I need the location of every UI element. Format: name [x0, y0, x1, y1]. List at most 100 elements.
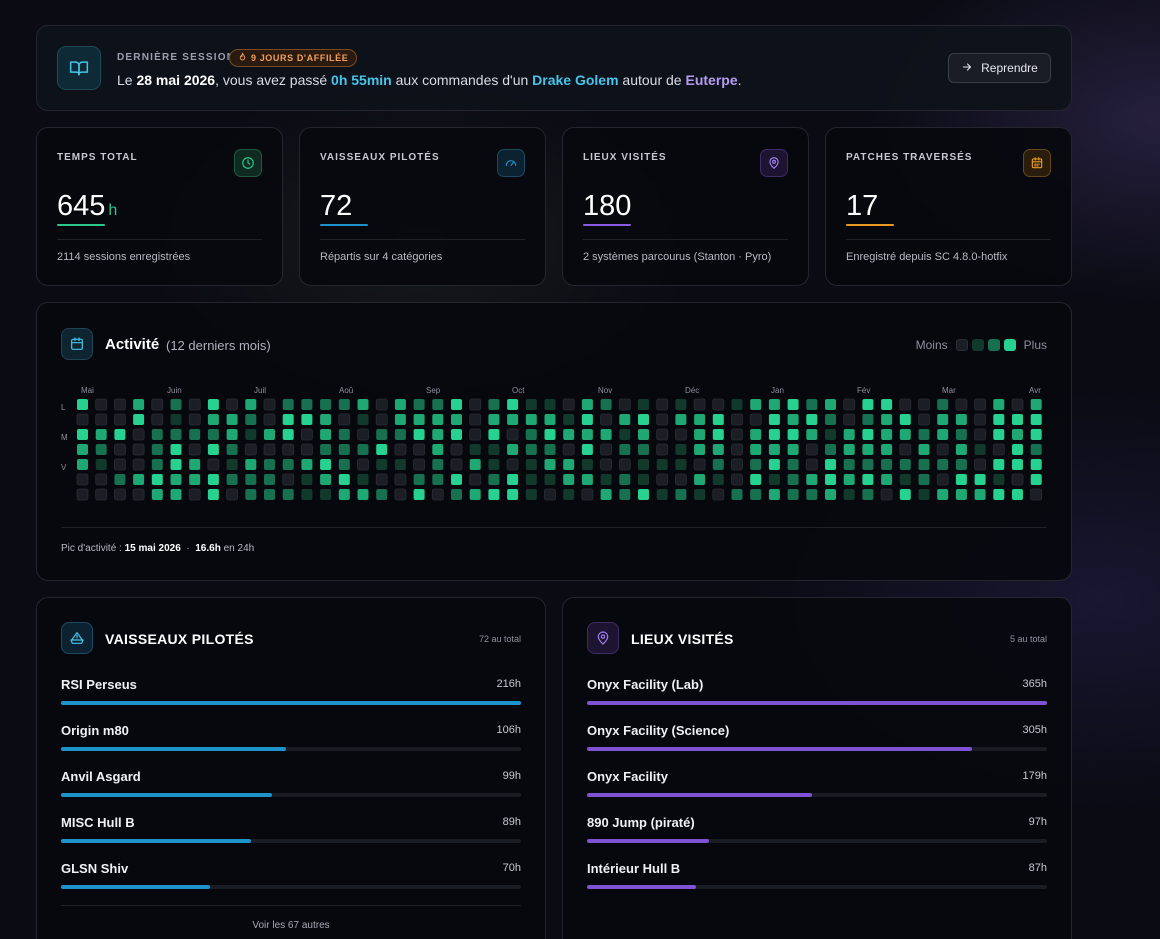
heatmap-cell[interactable] [918, 444, 930, 455]
heatmap-cell[interactable] [320, 399, 332, 410]
heatmap-cell[interactable] [918, 398, 930, 411]
heatmap-cell[interactable] [1012, 414, 1023, 425]
heatmap-cell[interactable] [469, 459, 481, 470]
heatmap-cell[interactable] [862, 414, 874, 425]
heatmap-cell[interactable] [338, 413, 351, 426]
heatmap-cell[interactable] [768, 489, 780, 500]
heatmap-cell[interactable] [320, 414, 332, 425]
heatmap-cell[interactable] [825, 399, 836, 410]
heatmap-cell[interactable] [282, 443, 295, 456]
heatmap-cell[interactable] [114, 443, 126, 456]
heatmap-cell[interactable] [600, 399, 612, 410]
heatmap-cell[interactable] [619, 489, 631, 500]
heatmap-cell[interactable] [413, 414, 425, 425]
heatmap-cell[interactable] [300, 443, 313, 456]
heatmap-cell[interactable] [787, 399, 799, 410]
heatmap-cell[interactable] [1030, 399, 1042, 410]
heatmap-cell[interactable] [469, 473, 482, 486]
heatmap-cell[interactable] [114, 429, 126, 440]
heatmap-cell[interactable] [376, 444, 388, 455]
heatmap-cell[interactable] [95, 413, 108, 426]
heatmap-cell[interactable] [450, 458, 463, 471]
heatmap-cell[interactable] [170, 459, 182, 470]
heatmap-cell[interactable] [1030, 474, 1042, 485]
heatmap-cell[interactable] [899, 459, 911, 470]
ship-row[interactable]: MISC Hull B 89h [61, 815, 521, 855]
heatmap-cell[interactable] [132, 428, 145, 441]
heatmap-cell[interactable] [600, 413, 612, 426]
heatmap-cell[interactable] [694, 414, 706, 425]
heatmap-cell[interactable] [95, 459, 107, 470]
heatmap-cell[interactable] [974, 458, 986, 471]
heatmap-cell[interactable] [881, 429, 893, 440]
heatmap-cell[interactable] [264, 429, 275, 440]
heatmap-cell[interactable] [712, 488, 725, 501]
heatmap-cell[interactable] [432, 414, 444, 425]
heatmap-cell[interactable] [525, 474, 537, 485]
heatmap-cell[interactable] [451, 429, 462, 440]
heatmap-cell[interactable] [338, 429, 350, 440]
ship-row[interactable]: GLSN Shiv 70h [61, 861, 521, 901]
heatmap-cell[interactable] [544, 488, 556, 501]
heatmap-cell[interactable] [581, 444, 593, 455]
heatmap-cell[interactable] [188, 443, 201, 456]
heatmap-cell[interactable] [432, 474, 444, 485]
heatmap-cell[interactable] [862, 489, 874, 500]
heatmap-cell[interactable] [376, 489, 388, 500]
heatmap-cell[interactable] [675, 489, 687, 500]
heatmap-cell[interactable] [207, 399, 219, 410]
heatmap-cell[interactable] [263, 443, 276, 456]
heatmap-cell[interactable] [825, 474, 836, 485]
heatmap-cell[interactable] [301, 489, 313, 500]
heatmap-cell[interactable] [207, 429, 219, 440]
heatmap-cell[interactable] [712, 414, 724, 425]
heatmap-cell[interactable] [881, 414, 893, 425]
heatmap-cell[interactable] [787, 489, 799, 500]
heatmap-cell[interactable] [806, 429, 818, 440]
heatmap-cell[interactable] [992, 443, 1005, 456]
heatmap-cell[interactable] [469, 398, 482, 411]
heatmap-cell[interactable] [993, 429, 1005, 440]
heatmap-cell[interactable] [619, 444, 631, 455]
heatmap-cell[interactable] [114, 458, 126, 471]
heatmap-cell[interactable] [114, 488, 126, 501]
heatmap-cell[interactable] [955, 429, 967, 440]
heatmap-cell[interactable] [1030, 488, 1043, 501]
heatmap-cell[interactable] [862, 399, 874, 410]
heatmap-cell[interactable] [581, 414, 593, 425]
heatmap-cell[interactable] [77, 429, 88, 440]
heatmap-cell[interactable] [712, 429, 724, 440]
heatmap-cell[interactable] [993, 474, 1005, 485]
heatmap-cell[interactable] [282, 399, 294, 410]
heatmap-cell[interactable] [899, 414, 911, 425]
heatmap-cell[interactable] [133, 414, 145, 425]
heatmap-cell[interactable] [488, 429, 500, 440]
heatmap-cell[interactable] [245, 489, 257, 500]
heatmap-cell[interactable] [469, 444, 481, 455]
heatmap-cell[interactable] [974, 489, 986, 500]
heatmap-cell[interactable] [1030, 444, 1042, 455]
heatmap-cell[interactable] [413, 458, 426, 471]
heatmap-cell[interactable] [76, 413, 89, 426]
heatmap-cell[interactable] [264, 474, 275, 485]
heatmap-cell[interactable] [768, 399, 780, 410]
heatmap-cell[interactable] [114, 398, 126, 411]
heatmap-cell[interactable] [544, 429, 556, 440]
heatmap-cell[interactable] [226, 429, 238, 440]
heatmap-cell[interactable] [375, 413, 388, 426]
heatmap-cell[interactable] [563, 429, 575, 440]
heatmap-cell[interactable] [244, 443, 257, 456]
heatmap-cell[interactable] [787, 429, 799, 440]
heatmap-cell[interactable] [338, 399, 350, 410]
heatmap-cell[interactable] [787, 444, 799, 455]
heatmap-cell[interactable] [189, 429, 201, 440]
heatmap-cell[interactable] [825, 429, 836, 440]
heatmap-cell[interactable] [170, 429, 182, 440]
heatmap-cell[interactable] [993, 459, 1005, 470]
heatmap-cell[interactable] [506, 428, 519, 441]
heatmap-cell[interactable] [376, 429, 388, 440]
heatmap-cell[interactable] [413, 489, 425, 500]
heatmap-cell[interactable] [881, 474, 893, 485]
heatmap-cell[interactable] [694, 429, 706, 440]
heatmap-cell[interactable] [320, 489, 332, 500]
